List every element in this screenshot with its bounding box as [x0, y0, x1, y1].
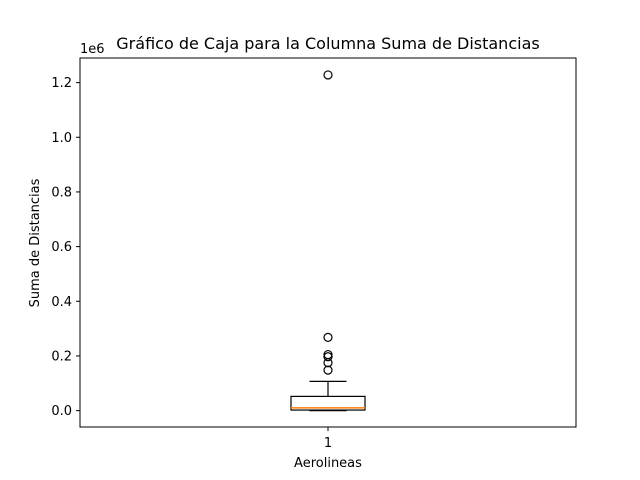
x-axis-label: Aerolineas: [294, 456, 362, 471]
outlier-point: [323, 70, 333, 80]
y-tick-label: 1.0: [51, 131, 72, 146]
outlier-point: [323, 365, 333, 375]
chart-title: Gráfico de Caja para la Columna Suma de …: [116, 34, 539, 53]
x-axis-ticks: 1: [324, 427, 332, 451]
y-tick-label: 1.2: [51, 76, 72, 91]
y-offset-label: 1e6: [80, 42, 105, 57]
outlier-point: [323, 349, 333, 360]
x-tick-label: 1: [324, 436, 332, 451]
plot-marks: [290, 70, 366, 412]
y-axis-label: Suma de Distancias: [28, 178, 43, 307]
y-tick-label: 0.8: [51, 185, 72, 200]
plot-frame: [79, 57, 577, 428]
y-tick-label: 0.6: [51, 240, 72, 255]
y-axis-ticks: 0.0 0.2 0.4 0.6 0.8 1.0 1.2: [51, 76, 80, 419]
y-tick-label: 0.4: [51, 295, 72, 310]
y-tick-label: 0.2: [51, 349, 72, 364]
y-tick-label: 0.0: [51, 404, 72, 419]
outlier-point: [323, 332, 333, 342]
